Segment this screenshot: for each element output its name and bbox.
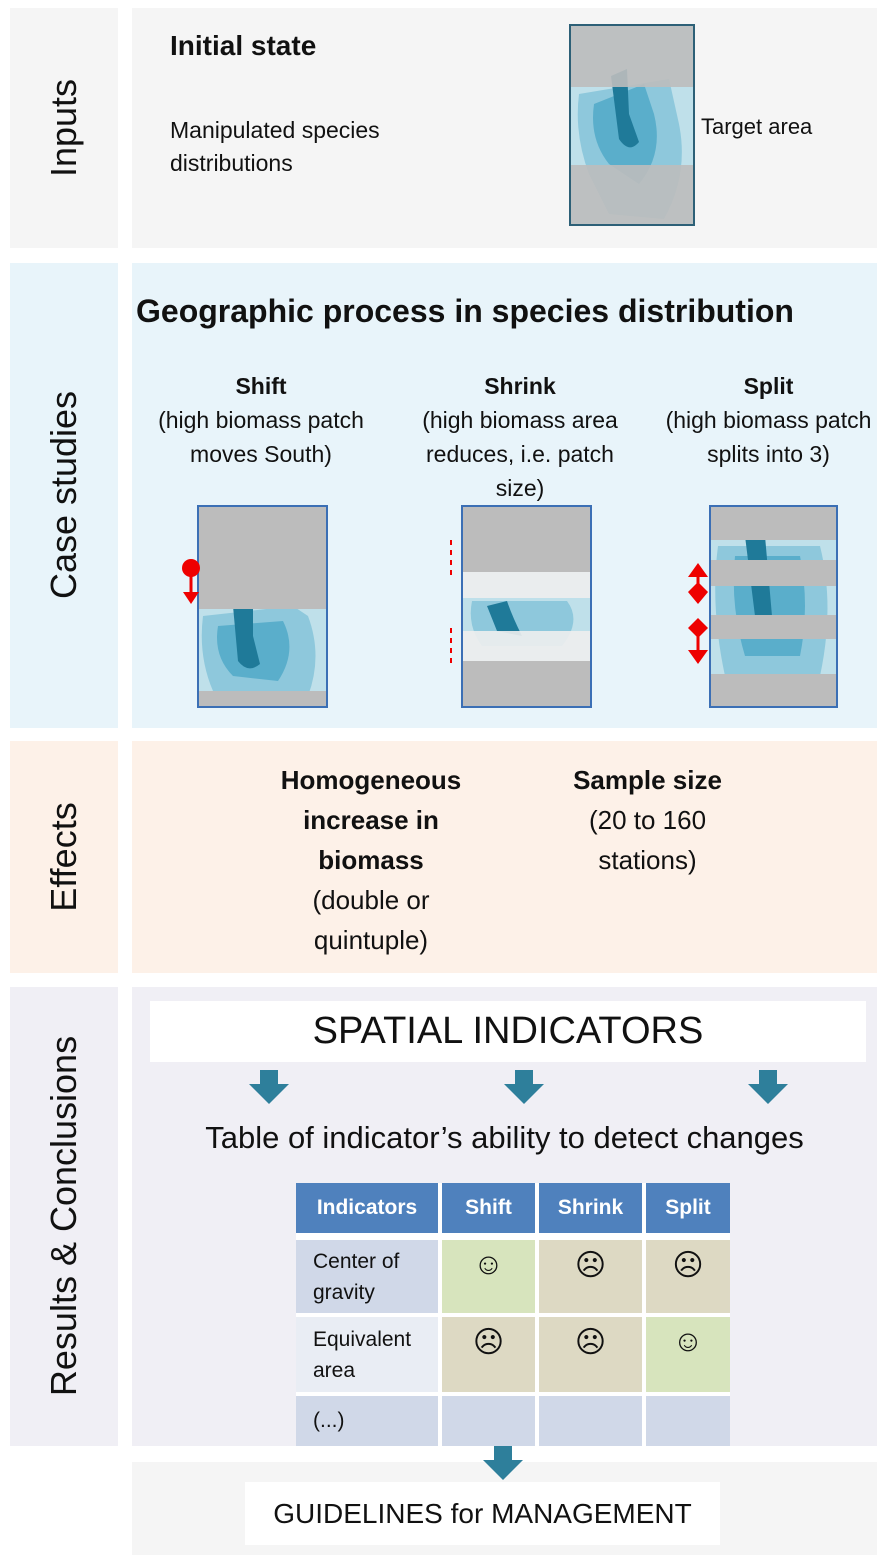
section-label: Case studies [43, 390, 84, 600]
inputs-text: Manipulated species distributions [170, 117, 380, 176]
case: Split (high biomass patch splits into 3) [646, 369, 877, 471]
face: ☺ [442, 1240, 535, 1313]
header-cell: Shrink [539, 1183, 642, 1233]
effect: Sample size (20 to 160 stations) [545, 760, 750, 880]
effect: Homogeneous increase in biomass (double … [260, 760, 482, 960]
effect-description: (20 to 160 stations) [588, 805, 707, 875]
face: ☺ [646, 1317, 730, 1392]
section-label-box: Case studies [10, 263, 118, 728]
header-cell: Shift [442, 1183, 535, 1233]
target-map [569, 24, 695, 226]
section-label-box: Inputs [10, 8, 118, 248]
empty-cell [442, 1396, 535, 1446]
section-label: Inputs [43, 78, 84, 178]
header-cell: Indicators [296, 1183, 438, 1233]
case: Shrink (high biomass area reduces, i.e. … [400, 369, 640, 505]
case-description: (high biomass area reduces, i.e. patch s… [422, 407, 618, 501]
effects-panel [132, 741, 877, 973]
case-name: Split [743, 373, 794, 399]
case-name: Shrink [484, 373, 556, 399]
inputs-panel [132, 8, 877, 248]
face: ☹ [646, 1240, 730, 1313]
arrows [249, 1070, 788, 1104]
empty-cell [646, 1396, 730, 1446]
row-label: Center of gravity [296, 1240, 438, 1313]
case-description: (high biomass patch splits into 3) [665, 407, 872, 467]
map-label: Target area [701, 114, 813, 139]
inputs-title: Initial state [170, 30, 317, 61]
indicators-title: SPATIAL INDICATORS [150, 1001, 866, 1062]
face: ☹ [539, 1317, 642, 1392]
case-description: (high biomass patch moves South) [158, 407, 364, 467]
row-label: (...) [296, 1396, 438, 1446]
effect-title: Homogeneous increase in biomass [280, 765, 462, 875]
face: ☹ [442, 1317, 535, 1392]
case-name: Shift [235, 373, 287, 399]
effect-description: (double or quintuple) [312, 885, 430, 955]
empty-cell [539, 1396, 642, 1446]
arrow [483, 1446, 523, 1480]
case: Shift (high biomass patch moves South) [136, 369, 386, 471]
guidelines: GUIDELINES for MANAGEMENT [245, 1482, 720, 1545]
row-label: Equivalent area [296, 1317, 438, 1392]
case-maps [182, 505, 838, 708]
section-label-box: Results & Conclusions [10, 987, 118, 1446]
section-label-box: Effects [10, 741, 118, 973]
section-label: Effects [43, 802, 84, 912]
case-title: Geographic process in species distributi… [136, 293, 794, 329]
case-panel: Geographic process in species distributi… [132, 263, 877, 728]
header-cell: Split [646, 1183, 730, 1233]
indicator-table: Indicators Shift Shrink Split Center of … [296, 1183, 730, 1446]
face: ☹ [539, 1240, 642, 1313]
effect-title: Sample size [573, 765, 722, 795]
table-title: Table of indicator’s ability to detect c… [205, 1120, 804, 1155]
